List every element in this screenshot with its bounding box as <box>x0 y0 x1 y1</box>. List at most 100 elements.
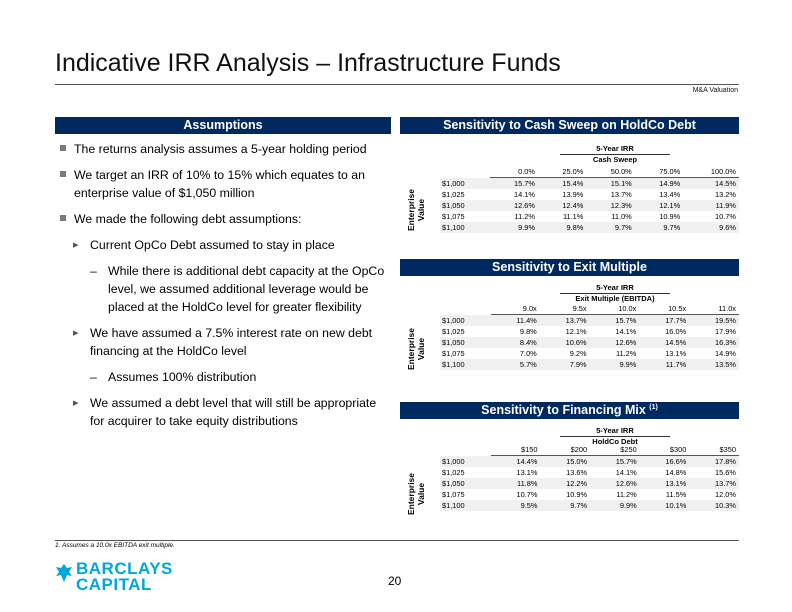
irr-cell: 12.6% <box>590 478 640 489</box>
irr-cell: 11.2% <box>615 349 637 358</box>
irr-cell: 19.5% <box>689 314 739 326</box>
irr-cell: 13.7% <box>689 478 739 489</box>
irr-cell: 12.6% <box>489 200 538 211</box>
irr-cell: 12.3% <box>586 200 635 211</box>
irr-cell: 9.6% <box>683 222 739 233</box>
irr-cell: 9.8% <box>537 222 587 233</box>
irr-cell: 9.7% <box>634 222 684 233</box>
exit-multiple-header: Sensitivity to Exit Multiple <box>400 259 739 276</box>
irr-cell: 12.6% <box>589 337 640 348</box>
row-label-ev: $1,075 <box>442 349 465 358</box>
row-label-ev: $1,050 <box>440 478 491 489</box>
assumptions-list: The returns analysis assumes a 5-year ho… <box>58 140 393 438</box>
table-row: $1,025 9.8% 12.1% 14.1% 16.0% 17.9% <box>440 326 739 337</box>
column-header: 100.0% <box>683 166 739 178</box>
exit-multiple-row-label: Enterprise Value <box>406 327 426 371</box>
table-row: $1,025 14.1% 13.9% 13.7% 13.4% 13.2% <box>440 189 739 200</box>
row-label-ev: $1,075 <box>442 490 465 499</box>
table-row: $1,050 12.6% 12.4% 12.3% 12.1% 11.9% <box>440 200 739 211</box>
table-row: $1,025 13.1% 13.6% 14.1% 14.8% 15.6% <box>440 467 739 478</box>
irr-cell: 13.9% <box>562 190 584 199</box>
financing-mix-title: 5-Year IRR HoldCo Debt <box>560 426 670 447</box>
column-header: 10.0x <box>589 303 640 315</box>
page-number: 20 <box>388 574 402 588</box>
irr-cell: 15.6% <box>715 468 736 477</box>
irr-cell: 17.7% <box>639 314 690 326</box>
table-row: $1,100 9.5% 9.7% 9.9% 10.1% 10.3% <box>440 500 739 511</box>
assumptions-header: Assumptions <box>55 117 391 134</box>
irr-cell: 15.7% <box>589 314 640 326</box>
table-row: $1,050 8.4% 10.6% 12.6% 14.5% 16.3% <box>440 337 739 348</box>
irr-cell: 13.1% <box>639 478 690 489</box>
column-header: 0.0% <box>489 166 538 178</box>
row-label-ev: $1,050 <box>440 200 490 211</box>
irr-cell: 14.1% <box>615 468 637 477</box>
irr-cell: 9.7% <box>540 500 591 511</box>
irr-cell: 13.7% <box>539 314 590 326</box>
sub-bullet-debt-level: We assumed a debt level that will still … <box>58 394 393 430</box>
irr-cell: 11.0% <box>611 212 632 221</box>
irr-cell: 12.0% <box>715 490 736 499</box>
irr-cell: 12.4% <box>537 200 587 211</box>
section-tag: M&A Valuation <box>692 87 738 94</box>
financing-mix-table: $150 $200 $250 $300 $350 $1,000 14.4% 15.0% 15.7… <box>440 444 739 511</box>
irr-cell: 7.9% <box>539 359 590 370</box>
row-label-ev: $1,000 <box>440 455 491 467</box>
irr-cell: 9.2% <box>569 349 587 358</box>
irr-cell: 14.1% <box>615 327 637 336</box>
footnote: 1. Assumes a 10.0x EBITDA exit multiple. <box>55 542 175 549</box>
financing-mix-header: Sensitivity to Financing Mix (1) <box>400 402 739 419</box>
irr-cell: 9.9% <box>489 222 538 233</box>
table-row: $1,050 11.8% 12.2% 12.6% 13.1% 13.7% <box>440 478 739 489</box>
irr-cell: 15.7% <box>590 455 640 467</box>
column-header: $150 <box>490 444 541 456</box>
irr-cell: 14.1% <box>513 190 535 199</box>
row-label-ev: $1,025 <box>442 468 465 477</box>
column-header: 75.0% <box>634 166 684 178</box>
irr-cell: 9.9% <box>590 500 640 511</box>
row-label-ev: $1,075 <box>442 212 465 221</box>
irr-cell: 9.7% <box>586 222 635 233</box>
irr-cell: 16.6% <box>639 455 690 467</box>
cash-sweep-title: 5-Year IRR Cash Sweep <box>560 144 670 165</box>
exit-multiple-title: 5-Year IRR Exit Multiple (EBITDA) <box>560 283 670 304</box>
sub-bullet-interest-rate: We have assumed a 7.5% interest rate on … <box>58 324 393 360</box>
column-header: 25.0% <box>537 166 587 178</box>
irr-cell: 11.5% <box>665 490 687 499</box>
cash-sweep-row-label: Enterprise Value <box>406 188 426 232</box>
row-label-ev: $1,025 <box>442 190 465 199</box>
column-header: $250 <box>590 444 640 456</box>
bullet-debt-assumptions: We made the following debt assumptions: <box>58 210 393 228</box>
irr-cell: 9.9% <box>589 359 640 370</box>
footer-divider <box>55 540 739 541</box>
row-label-ev: $1,000 <box>440 177 490 189</box>
irr-cell: 12.2% <box>540 478 591 489</box>
column-header: 50.0% <box>586 166 635 178</box>
bullet-target-irr: We target an IRR of 10% to 15% which equ… <box>58 166 393 202</box>
irr-cell: 10.7% <box>715 212 736 221</box>
column-header: $200 <box>540 444 591 456</box>
row-label-ev: $1,100 <box>440 222 490 233</box>
irr-cell: 10.9% <box>659 212 681 221</box>
table-row: $1,000 14.4% 15.0% 15.7% 16.6% 17.8% <box>440 455 739 467</box>
cash-sweep-header: Sensitivity to Cash Sweep on HoldCo Debt <box>400 117 739 134</box>
irr-cell: 15.1% <box>586 177 635 189</box>
sub-sub-bullet-distribution: – Assumes 100% distribution <box>90 370 257 384</box>
irr-cell: 9.5% <box>490 500 541 511</box>
irr-cell: 11.1% <box>562 212 584 221</box>
irr-cell: 10.9% <box>566 490 588 499</box>
irr-cell: 11.9% <box>683 200 739 211</box>
table-row: $1,000 15.7% 15.4% 15.1% 14.9% 14.5% <box>440 177 739 189</box>
table-row: $1,075 10.7% 10.9% 11.2% 11.5% 12.0% <box>440 489 739 500</box>
table-row: $1,075 7.0% 9.2% 11.2% 13.1% 14.9% <box>440 348 739 359</box>
irr-cell: 16.3% <box>689 337 739 348</box>
irr-cell: 13.5% <box>689 359 739 370</box>
irr-cell: 13.2% <box>715 190 736 199</box>
table-row: $1,100 5.7% 7.9% 9.9% 11.7% 13.5% <box>440 359 739 370</box>
corner-cell <box>440 303 491 315</box>
irr-cell: 10.6% <box>539 337 590 348</box>
irr-cell: 15.4% <box>537 177 587 189</box>
column-header: $300 <box>639 444 690 456</box>
irr-cell: 14.9% <box>715 349 736 358</box>
irr-cell: 15.7% <box>489 177 538 189</box>
